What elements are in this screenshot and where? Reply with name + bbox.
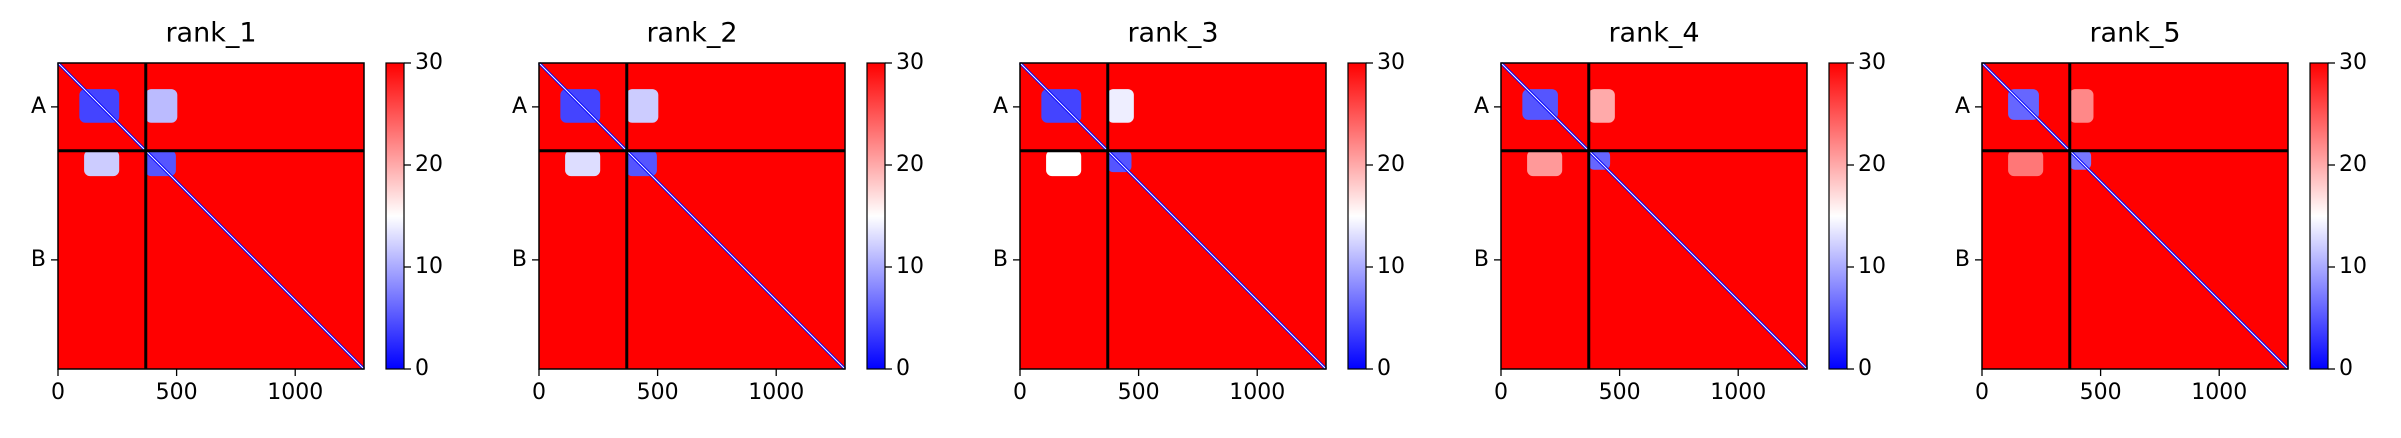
panel-title: rank_5 xyxy=(2089,18,2180,49)
colorbar-tick-label: 30 xyxy=(1858,50,1886,75)
heatmap-block xyxy=(2069,89,2094,123)
plot-frame xyxy=(57,62,365,370)
colorbar-tick-label: 20 xyxy=(1377,152,1405,177)
colorbar-tick-label: 10 xyxy=(1377,254,1405,279)
y-tick-label: A xyxy=(512,94,527,119)
y-tick-label: B xyxy=(1955,247,1970,272)
colorbar-tick-label: 20 xyxy=(896,152,924,177)
panel-title: rank_1 xyxy=(165,18,256,49)
colorbar-tick-label: 20 xyxy=(1858,152,1886,177)
plot-frame xyxy=(1981,62,2289,370)
x-tick-label: 1000 xyxy=(1710,380,1766,405)
x-tick-label: 1000 xyxy=(748,380,804,405)
x-tick-label: 0 xyxy=(532,380,546,405)
diagonal-halo xyxy=(1019,62,1327,370)
y-tick-label: A xyxy=(31,94,46,119)
heatmap-block xyxy=(1107,89,1134,123)
colorbar xyxy=(385,62,405,370)
heatmap-block xyxy=(84,150,120,177)
y-tick-label: A xyxy=(1474,94,1489,119)
x-tick-label: 0 xyxy=(1494,380,1508,405)
colorbar-tick-label: 10 xyxy=(415,254,443,279)
x-tick-label: 1000 xyxy=(267,380,323,405)
x-tick-label: 500 xyxy=(2080,380,2122,405)
x-tick-label: 500 xyxy=(1118,380,1160,405)
colorbar-tick-label: 30 xyxy=(896,50,924,75)
x-tick-label: 500 xyxy=(1599,380,1641,405)
colorbar xyxy=(1828,62,1848,370)
plot-frame xyxy=(1500,62,1808,370)
x-tick-label: 0 xyxy=(51,380,65,405)
colorbar-tick-label: 30 xyxy=(2339,50,2367,75)
x-tick-label: 500 xyxy=(156,380,198,405)
colorbar-tick-label: 20 xyxy=(415,152,443,177)
panel-title: rank_3 xyxy=(1127,18,1218,49)
diagonal-halo xyxy=(57,62,365,370)
x-tick-label: 0 xyxy=(1975,380,1989,405)
colorbar-tick-label: 10 xyxy=(896,254,924,279)
colorbar-tick-label: 30 xyxy=(415,50,443,75)
colorbar-tick-label: 20 xyxy=(2339,152,2367,177)
x-tick-label: 0 xyxy=(1013,380,1027,405)
colorbar-tick-label: 30 xyxy=(1377,50,1405,75)
diagonal-halo xyxy=(538,62,846,370)
x-tick-label: 500 xyxy=(637,380,679,405)
colorbar xyxy=(866,62,886,370)
y-tick-label: B xyxy=(31,247,46,272)
x-tick-label: 1000 xyxy=(1229,380,1285,405)
colorbar xyxy=(1347,62,1367,370)
panel-title: rank_4 xyxy=(1608,18,1699,49)
colorbar-tick-label: 10 xyxy=(1858,254,1886,279)
colorbar-tick-label: 0 xyxy=(415,356,429,381)
y-tick-label: A xyxy=(1955,94,1970,119)
heatmap-block xyxy=(1046,150,1082,177)
heatmap-block xyxy=(145,89,178,123)
x-tick-label: 1000 xyxy=(2191,380,2247,405)
y-tick-label: B xyxy=(512,247,527,272)
colorbar-tick-label: 0 xyxy=(896,356,910,381)
diagonal-halo xyxy=(1500,62,1808,370)
heatmap-block xyxy=(1527,150,1563,177)
diagonal-halo xyxy=(1981,62,2289,370)
colorbar xyxy=(2309,62,2329,370)
colorbar-tick-label: 0 xyxy=(1858,356,1872,381)
heatmap-block xyxy=(2008,150,2044,177)
heatmap-block xyxy=(565,150,601,177)
heatmap-block xyxy=(1588,89,1615,123)
colorbar-tick-label: 0 xyxy=(1377,356,1391,381)
plot-frame xyxy=(1019,62,1327,370)
panel-title: rank_2 xyxy=(646,18,737,49)
plot-frame xyxy=(538,62,846,370)
y-tick-label: A xyxy=(993,94,1008,119)
colorbar-tick-label: 0 xyxy=(2339,356,2353,381)
colorbar-tick-label: 10 xyxy=(2339,254,2367,279)
y-tick-label: B xyxy=(993,247,1008,272)
heatmap-block xyxy=(626,89,659,123)
y-tick-label: B xyxy=(1474,247,1489,272)
